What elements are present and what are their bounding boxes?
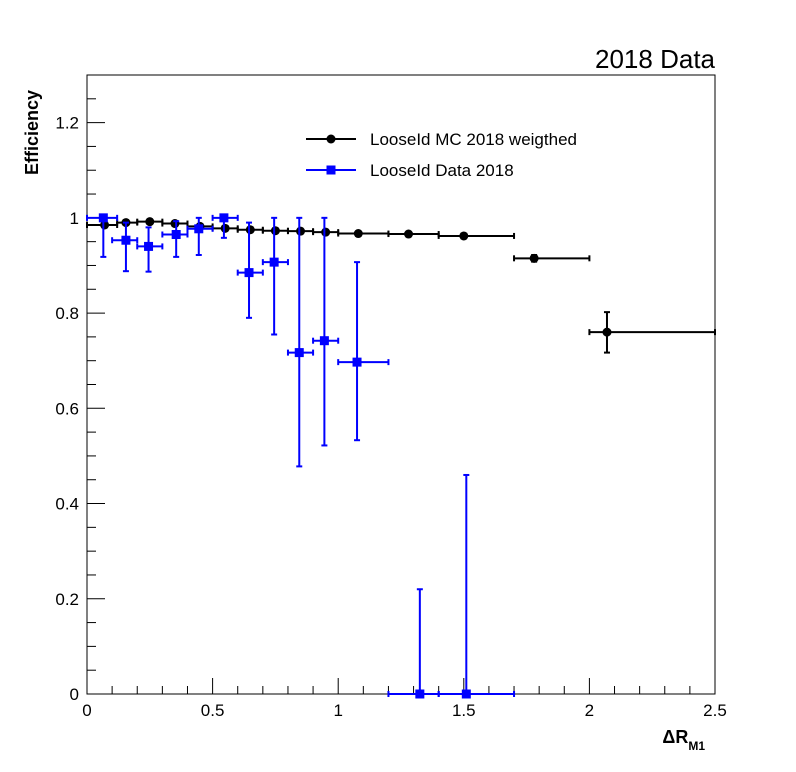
y-tick-label: 1.2 [55,114,79,133]
x-axis-title: ΔRM1 [662,727,705,753]
point-marker-square [171,230,181,240]
point-marker-circle [602,327,612,337]
y-tick-label: 0 [70,685,79,704]
legend-marker-data [326,165,336,175]
point-marker-circle [321,227,331,237]
point-marker-square [461,689,471,699]
y-tick-label: 1 [70,209,79,228]
point-marker-square [352,357,362,367]
y-tick-label: 0.4 [55,495,79,514]
legend: LooseId MC 2018 weigthed LooseId Data 20… [306,130,577,180]
point-marker-circle [220,223,230,233]
point-marker-circle [459,231,469,241]
x-axis-title-subscript: M1 [688,739,705,753]
y-tick-label: 0.6 [55,399,79,418]
point-marker-square [194,224,204,234]
point-marker-square [269,257,279,267]
data-point [337,261,390,442]
data-point [136,217,164,227]
data-point [437,473,516,699]
legend-label-mc: LooseId MC 2018 weigthed [370,130,577,149]
x-tick-label: 0 [82,701,91,720]
point-marker-circle [245,225,255,235]
x-axis: 0 0.5 1 1.5 2 2.5 [82,678,727,720]
point-marker-square [121,235,131,245]
data-point [236,221,264,319]
data-point [161,220,189,258]
point-marker-square [244,268,254,278]
point-marker-square [144,241,154,251]
point-marker-circle [529,253,539,263]
x-tick-label: 2.5 [703,701,727,720]
series-data [86,213,516,699]
y-tick-label: 0.2 [55,590,79,609]
x-tick-label: 1.5 [452,701,476,720]
chart-title: 2018 Data [595,44,716,74]
x-tick-label: 2 [585,701,594,720]
data-point [588,311,716,354]
point-marker-square [319,336,329,346]
data-point [286,216,315,468]
data-point [312,216,340,447]
data-point [136,226,164,273]
point-marker-circle [145,217,155,227]
data-point [186,216,214,256]
x-tick-label: 0.5 [201,701,225,720]
y-axis: 0 0.2 0.4 0.6 0.8 1 1.2 [55,74,105,704]
point-marker-circle [404,229,414,239]
point-marker-circle [353,229,363,239]
legend-label-data: LooseId Data 2018 [370,161,514,180]
point-marker-square [98,213,108,223]
point-marker-square [415,689,425,699]
point-marker-circle [296,226,306,236]
legend-entry-mc: LooseId MC 2018 weigthed [306,130,577,149]
point-marker-square [294,348,304,358]
x-axis-title-main: ΔR [662,727,688,747]
y-tick-label: 0.8 [55,304,79,323]
data-point [86,213,119,258]
point-marker-square [219,213,229,223]
legend-marker-mc [326,134,336,144]
data-point [111,221,139,273]
data-point [437,231,516,241]
point-marker-circle [270,226,280,236]
data-point [513,253,591,263]
legend-entry-data: LooseId Data 2018 [306,161,514,180]
y-axis-title: Efficiency [22,90,42,175]
x-tick-label: 1 [333,701,342,720]
data-point [261,216,289,336]
series-layer [86,213,716,699]
data-point [211,213,239,239]
